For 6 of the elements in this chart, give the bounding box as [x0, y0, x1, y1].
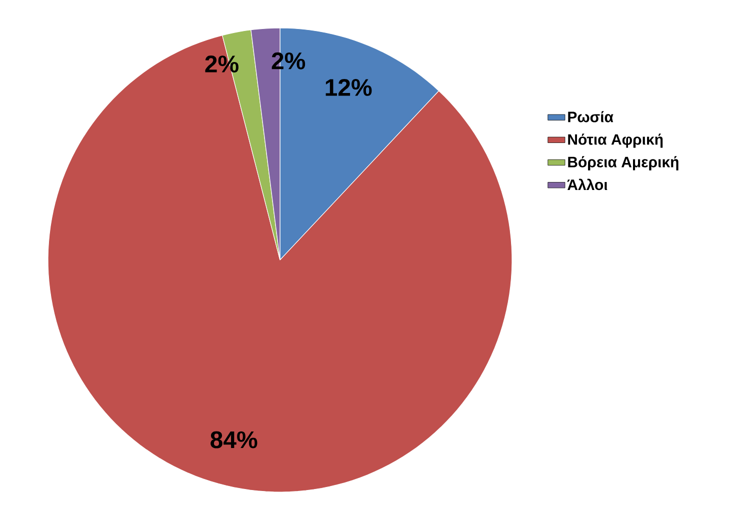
legend-label: Άλλοι	[567, 178, 608, 190]
legend-label: Βόρεια Αμερική	[568, 156, 678, 170]
legend-label: Ρωσία	[568, 111, 614, 122]
legend-label: Νότια Αφρική	[568, 134, 663, 148]
data-label: 84%	[210, 431, 258, 448]
data-label: 12%	[326, 78, 372, 96]
